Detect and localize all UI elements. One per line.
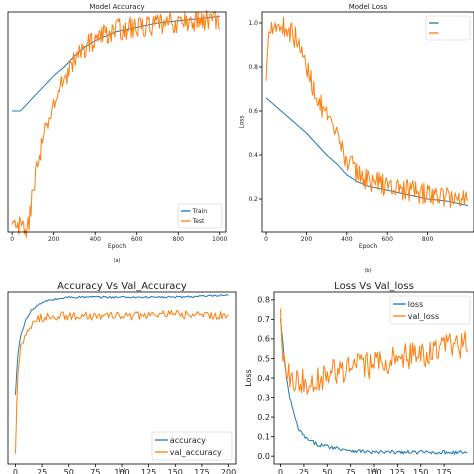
panel-label: (b) bbox=[364, 268, 371, 274]
x-tick-label: 800 bbox=[422, 236, 434, 243]
x-tick-label: 125 bbox=[390, 468, 405, 474]
x-tick-label: 75 bbox=[90, 468, 100, 474]
legend-box bbox=[425, 15, 471, 41]
x-tick-label: 125 bbox=[141, 468, 156, 474]
y-tick-label: 0.8 bbox=[248, 64, 258, 71]
x-tick-label: 175 bbox=[194, 468, 209, 474]
x-tick-label: 25 bbox=[37, 468, 47, 474]
y-tick-label: 0.6 bbox=[257, 335, 270, 344]
x-tick-label: 600 bbox=[381, 236, 393, 243]
y-tick-label: 0.2 bbox=[257, 413, 270, 422]
x-tick-label: 200 bbox=[48, 236, 60, 243]
legend-entry: val_accuracy bbox=[170, 448, 222, 457]
x-axis-label: Epoch bbox=[108, 243, 127, 250]
y-axis-label: Loss bbox=[239, 115, 246, 128]
x-tick-label: 100 bbox=[366, 468, 381, 474]
panel-label: (a) bbox=[114, 258, 121, 264]
legend-box bbox=[151, 431, 233, 461]
chart-panel-model-loss: Model Loss 0 200 400 600 800 0.2 0.4 0.6 0.8 1.0 Ep… bbox=[239, 3, 474, 274]
panel-label: (d) bbox=[370, 468, 377, 474]
chart-title: Accuracy Vs Val_Accuracy bbox=[57, 281, 187, 292]
x-tick-label: 200 bbox=[221, 468, 236, 474]
legend: Train Test bbox=[177, 203, 223, 229]
x-tick-label: 800 bbox=[173, 236, 185, 243]
x-tick-label: 1000 bbox=[212, 236, 227, 243]
y-tick-label: 0.1 bbox=[257, 432, 270, 441]
series-line-series-1 bbox=[265, 16, 469, 208]
x-tick-label: 600 bbox=[131, 236, 143, 243]
chart-panel-accuracy-vs-val-accuracy: Accuracy Vs Val_Accuracy 0 25 50 75 100 125 150… bbox=[7, 281, 237, 474]
y-tick-label: 1.0 bbox=[248, 20, 258, 27]
chart-title: Model Loss bbox=[349, 3, 388, 11]
legend-entry: accuracy bbox=[170, 436, 206, 445]
x-tick-label: 0 bbox=[278, 468, 283, 474]
legend-box bbox=[177, 203, 223, 229]
y-tick-label: 0.3 bbox=[257, 393, 270, 402]
x-tick-label: 150 bbox=[413, 468, 428, 474]
x-tick-label: 50 bbox=[322, 468, 332, 474]
legend-entry: Train bbox=[192, 208, 208, 215]
series-line-Test bbox=[11, 9, 221, 238]
x-tick-label: 100 bbox=[114, 468, 129, 474]
series-line-series-0 bbox=[265, 97, 469, 207]
x-tick-label: 200 bbox=[301, 236, 313, 243]
x-tick-label: 400 bbox=[341, 236, 353, 243]
chart-panel-loss-vs-val-loss: Loss Vs Val_loss 0 25 50 75 100 125 150 175 0.0 0.… bbox=[244, 281, 474, 474]
x-tick-label: 25 bbox=[299, 468, 309, 474]
x-tick-label: 0 bbox=[264, 236, 268, 243]
series-line-loss bbox=[280, 318, 468, 455]
panel-label: (c) bbox=[119, 468, 126, 474]
chart-panel-model-accuracy: Model Accuracy 0 200 400 600 800 1000 Epoch Trai… bbox=[7, 3, 228, 264]
plot-frame bbox=[7, 11, 227, 233]
series-line-Train bbox=[12, 15, 220, 112]
legend: loss val_loss bbox=[389, 295, 471, 325]
legend-entry: Test bbox=[192, 218, 205, 225]
x-tick-label: 0 bbox=[13, 468, 18, 474]
x-tick-label: 400 bbox=[89, 236, 101, 243]
legend bbox=[425, 15, 471, 41]
y-tick-label: 0.5 bbox=[257, 354, 270, 363]
x-tick-label: 75 bbox=[346, 468, 356, 474]
y-tick-label: 0.7 bbox=[257, 315, 270, 324]
y-tick-label: 0.8 bbox=[257, 296, 270, 305]
legend-entry: val_loss bbox=[408, 312, 439, 321]
x-tick-label: 150 bbox=[168, 468, 183, 474]
chart-title: Model Accuracy bbox=[89, 3, 144, 11]
series-line-val_accuracy bbox=[15, 309, 229, 454]
series-line-val_loss bbox=[280, 308, 468, 395]
y-tick-label: 0.6 bbox=[248, 108, 258, 115]
y-tick-label: 0.4 bbox=[248, 152, 258, 159]
x-tick-label: 0 bbox=[10, 236, 14, 243]
y-axis-label: Loss bbox=[244, 369, 253, 387]
series-line-accuracy bbox=[15, 294, 229, 395]
chart-title: Loss Vs Val_loss bbox=[334, 281, 414, 292]
legend-box bbox=[389, 295, 471, 325]
x-axis-label: Epoch bbox=[359, 243, 378, 250]
legend: accuracy val_accuracy bbox=[151, 431, 233, 461]
x-tick-label: 175 bbox=[436, 468, 451, 474]
plot-frame bbox=[261, 11, 474, 233]
y-tick-label: 0.2 bbox=[248, 196, 258, 203]
x-tick-label: 50 bbox=[64, 468, 74, 474]
y-tick-label: 0.0 bbox=[257, 452, 270, 461]
y-tick-label: 0.4 bbox=[257, 374, 270, 383]
legend-entry: loss bbox=[408, 300, 423, 309]
